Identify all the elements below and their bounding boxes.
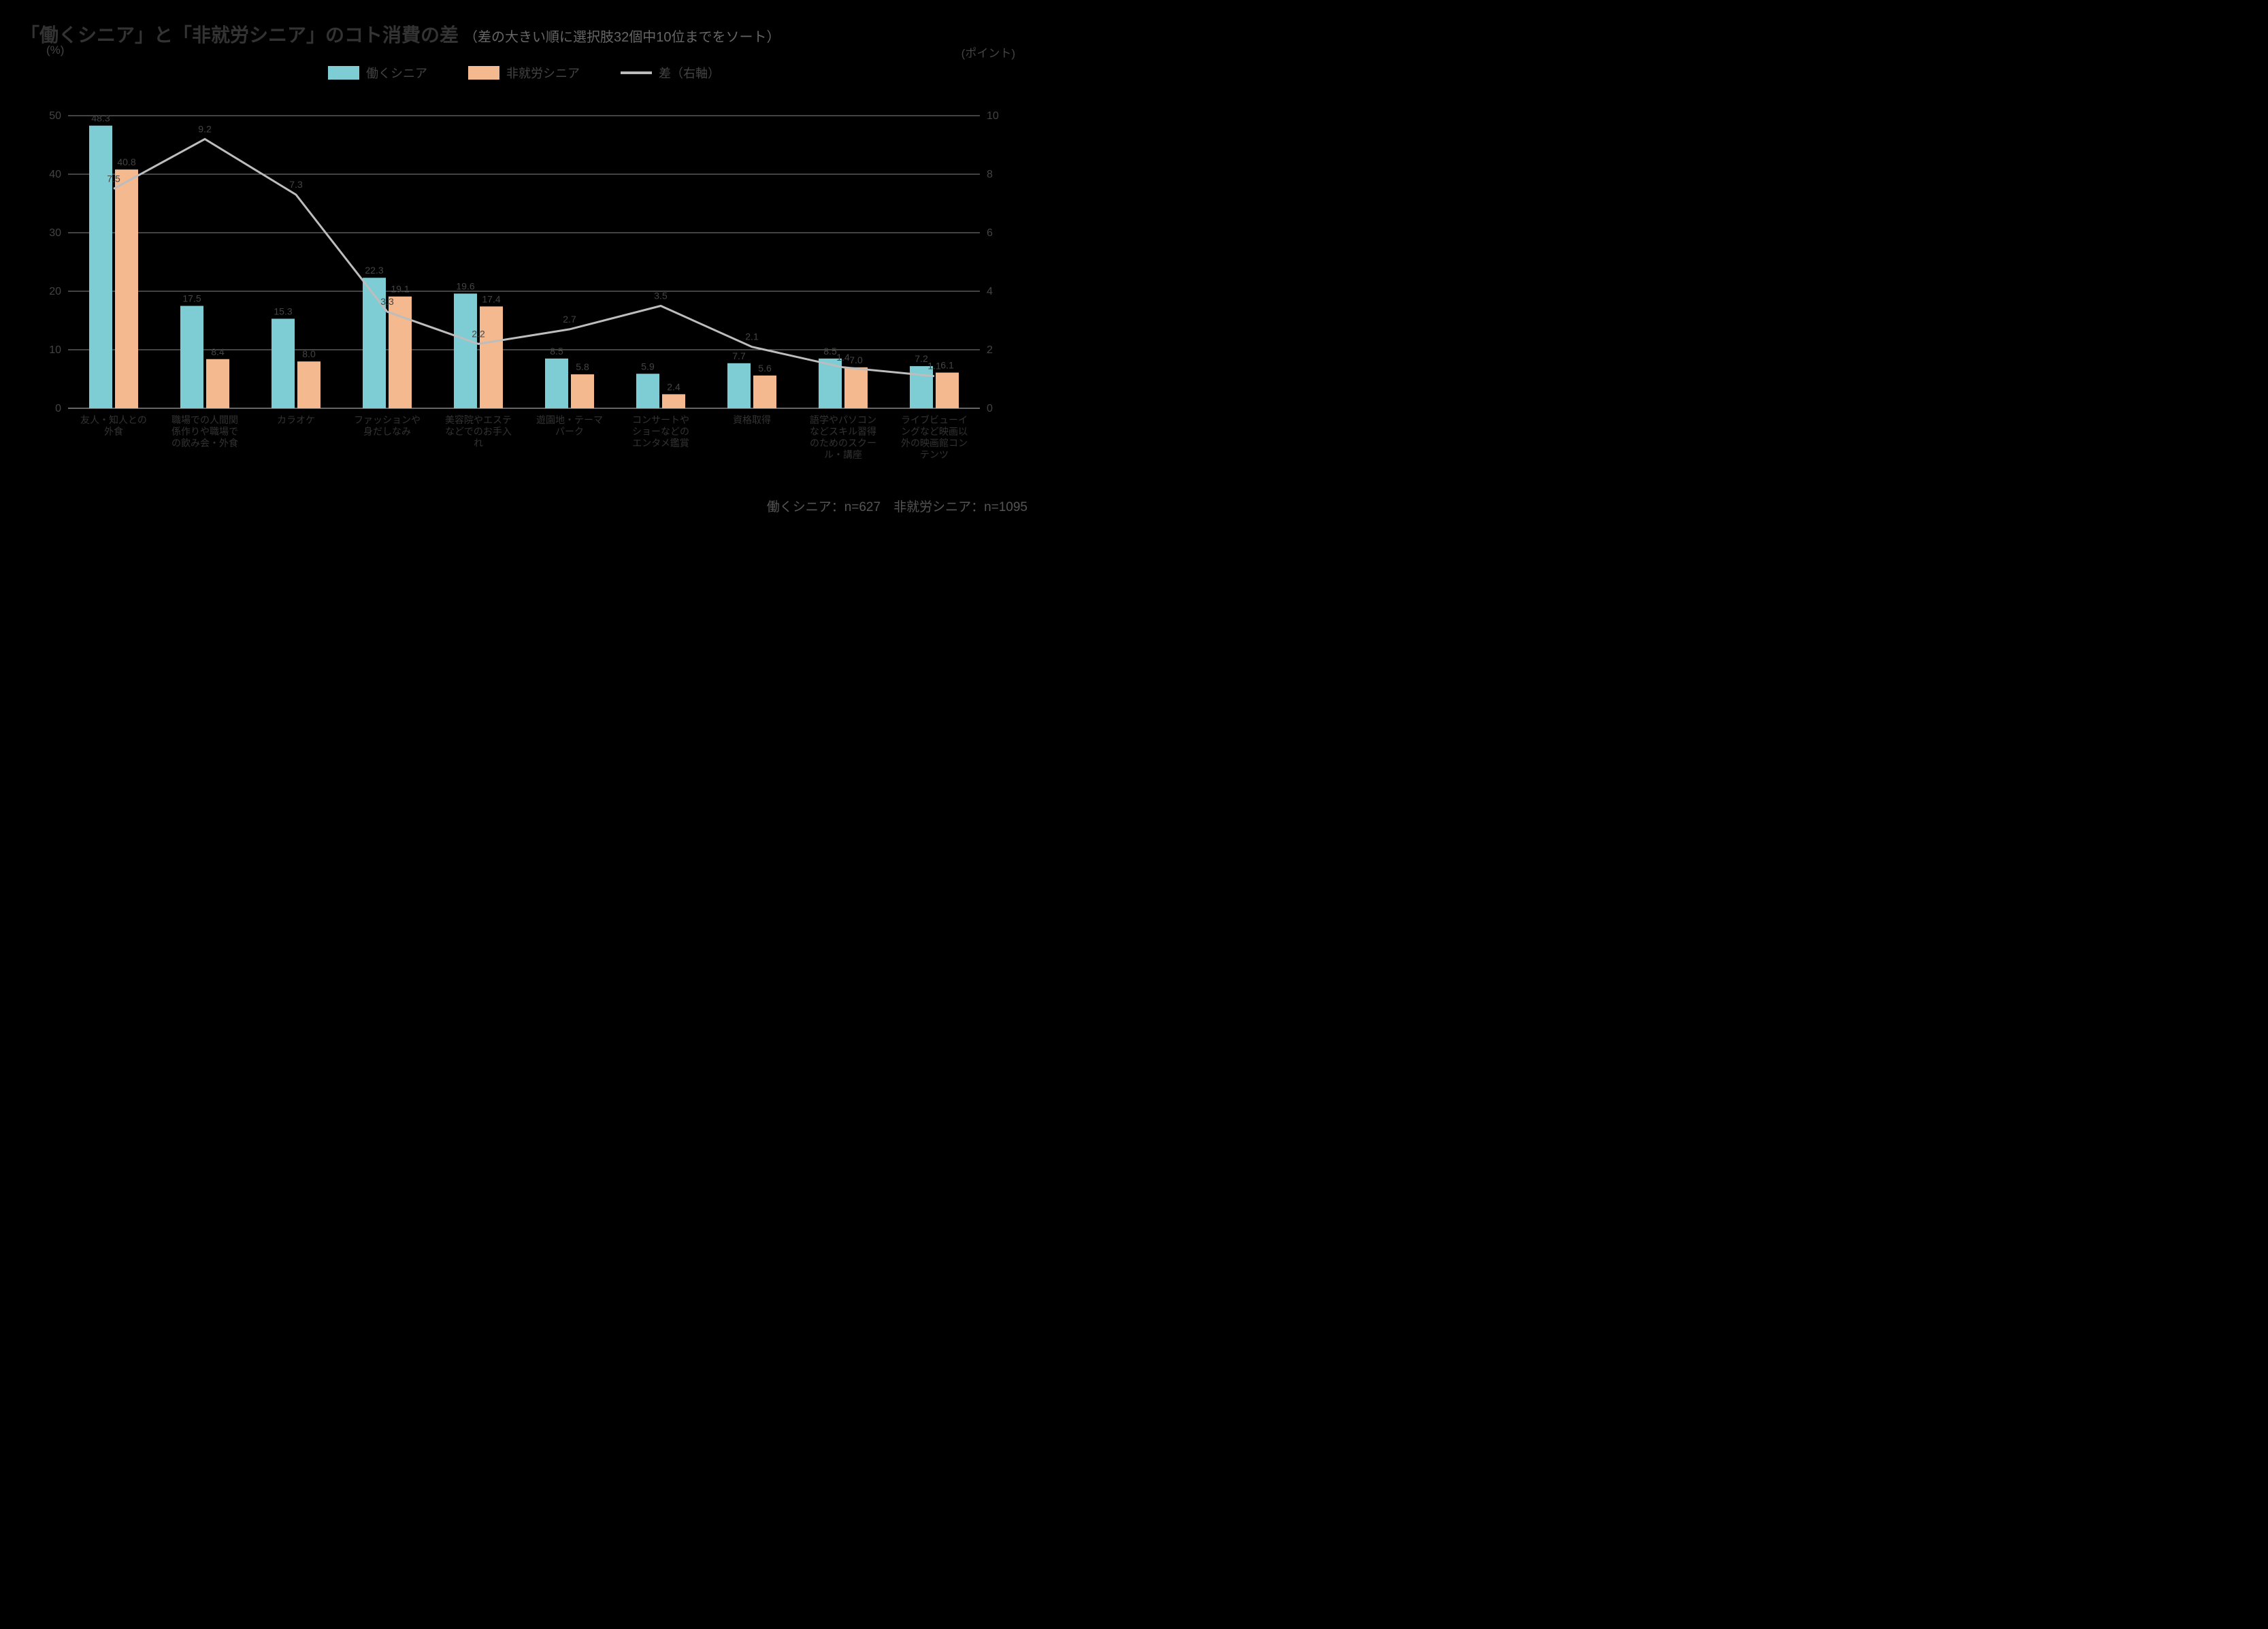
- svg-text:17.4: 17.4: [482, 293, 500, 304]
- svg-text:2.1: 2.1: [745, 331, 759, 342]
- svg-text:5.9: 5.9: [641, 361, 655, 372]
- legend-label-b: 非就労シニア: [506, 64, 580, 82]
- svg-text:2.7: 2.7: [563, 314, 576, 325]
- svg-text:7.0: 7.0: [849, 355, 863, 365]
- svg-text:友人・知人との外食: 友人・知人との外食: [80, 414, 147, 437]
- svg-text:7.3: 7.3: [289, 179, 303, 190]
- svg-text:22.3: 22.3: [365, 265, 383, 276]
- svg-text:1.4: 1.4: [836, 352, 850, 363]
- y-axis-left-label: (%): [46, 44, 64, 57]
- svg-text:8.4: 8.4: [211, 346, 225, 357]
- svg-text:6: 6: [987, 227, 993, 239]
- chart-subtitle: （差の大きい順に選択肢32個中10位までをソート）: [464, 26, 780, 46]
- svg-text:カラオケ: カラオケ: [277, 414, 315, 425]
- svg-text:8.5: 8.5: [823, 346, 837, 357]
- legend-item-line: 差（右軸）: [621, 64, 720, 82]
- svg-text:5.8: 5.8: [576, 361, 589, 372]
- svg-text:30: 30: [49, 227, 61, 239]
- svg-text:6.1: 6.1: [940, 360, 954, 371]
- svg-text:40: 40: [49, 169, 61, 180]
- svg-text:8.0: 8.0: [302, 348, 316, 359]
- y-axis-right-label: (ポイント): [962, 44, 1015, 61]
- chart-plot-area: 0 10 20 30 40 50 0 2 4 6 8 10 48.3 40.8 17.5 8.4 15.3 8.0…: [20, 109, 1028, 490]
- svg-text:20: 20: [49, 286, 61, 297]
- svg-text:0: 0: [987, 403, 993, 414]
- svg-text:10: 10: [987, 110, 999, 122]
- svg-text:19.6: 19.6: [456, 280, 474, 291]
- svg-text:2: 2: [987, 344, 993, 356]
- svg-text:19.1: 19.1: [391, 284, 409, 295]
- legend-item-a: 働くシニア: [328, 64, 427, 82]
- sample-size-note: 働くシニア：n=627 非就労シニア：n=1095: [20, 497, 1028, 515]
- svg-text:7.7: 7.7: [732, 350, 746, 361]
- svg-text:資格取得: 資格取得: [733, 414, 771, 425]
- legend-label-a: 働くシニア: [366, 64, 427, 82]
- svg-text:7.2: 7.2: [915, 353, 928, 364]
- svg-text:5.6: 5.6: [758, 363, 772, 374]
- legend-swatch-b: [468, 66, 499, 80]
- svg-text:9.2: 9.2: [198, 123, 212, 134]
- svg-text:2.4: 2.4: [667, 381, 680, 392]
- svg-text:ファッションや身だしなみ: ファッションや身だしなみ: [354, 414, 421, 437]
- legend-swatch-a: [328, 66, 359, 80]
- chart-title: 「働くシニア」と「非就労シニア」のコト消費の差: [20, 20, 459, 48]
- svg-text:1.1: 1.1: [927, 361, 941, 372]
- svg-text:ライブビューイングなど映画以外の映画館コンテンツ: ライブビューイングなど映画以外の映画館コンテンツ: [901, 414, 968, 460]
- svg-text:3.5: 3.5: [654, 291, 668, 301]
- svg-text:コンサートやショーなどのエンタメ鑑賞: コンサートやショーなどのエンタメ鑑賞: [632, 414, 689, 448]
- svg-text:美容院やエステなどでのお手入れ: 美容院やエステなどでのお手入れ: [445, 414, 512, 448]
- svg-text:8: 8: [987, 169, 993, 180]
- svg-text:語学やパソコンなどスキル習得のためのスクール・講座: 語学やパソコンなどスキル習得のためのスクール・講座: [810, 414, 876, 460]
- svg-text:職場での人間関係作りや職場での飲み会・外食: 職場での人間関係作りや職場での飲み会・外食: [171, 414, 238, 448]
- svg-text:2.2: 2.2: [472, 328, 485, 339]
- svg-text:50: 50: [49, 110, 61, 122]
- legend-item-b: 非就労シニア: [468, 64, 580, 82]
- chart-title-row: 「働くシニア」と「非就労シニア」のコト消費の差 （差の大きい順に選択肢32個中1…: [20, 20, 1028, 48]
- svg-text:48.3: 48.3: [91, 113, 110, 124]
- svg-text:7.5: 7.5: [107, 174, 120, 184]
- svg-text:遊園地・テーマパーク: 遊園地・テーマパーク: [536, 414, 603, 437]
- svg-text:3.3: 3.3: [380, 296, 394, 307]
- axis-label-wrap: (%) (ポイント) 働くシニア 非就労シニア 差（右軸）: [20, 64, 1028, 82]
- chart-legend: 働くシニア 非就労シニア 差（右軸）: [20, 64, 1028, 82]
- svg-text:10: 10: [49, 344, 61, 356]
- svg-text:15.3: 15.3: [274, 306, 292, 316]
- svg-text:40.8: 40.8: [117, 157, 135, 167]
- chart-container: 「働くシニア」と「非就労シニア」のコト消費の差 （差の大きい順に選択肢32個中1…: [0, 0, 1048, 529]
- svg-text:4: 4: [987, 286, 993, 297]
- svg-text:8.5: 8.5: [550, 346, 563, 357]
- chart-svg: 0 10 20 30 40 50 0 2 4 6 8 10 48.3 40.8 17.5 8.4 15.3 8.0…: [20, 109, 1028, 490]
- legend-line-swatch: [621, 71, 652, 74]
- legend-label-line: 差（右軸）: [659, 64, 720, 82]
- svg-text:0: 0: [55, 403, 61, 414]
- svg-text:17.5: 17.5: [182, 293, 201, 304]
